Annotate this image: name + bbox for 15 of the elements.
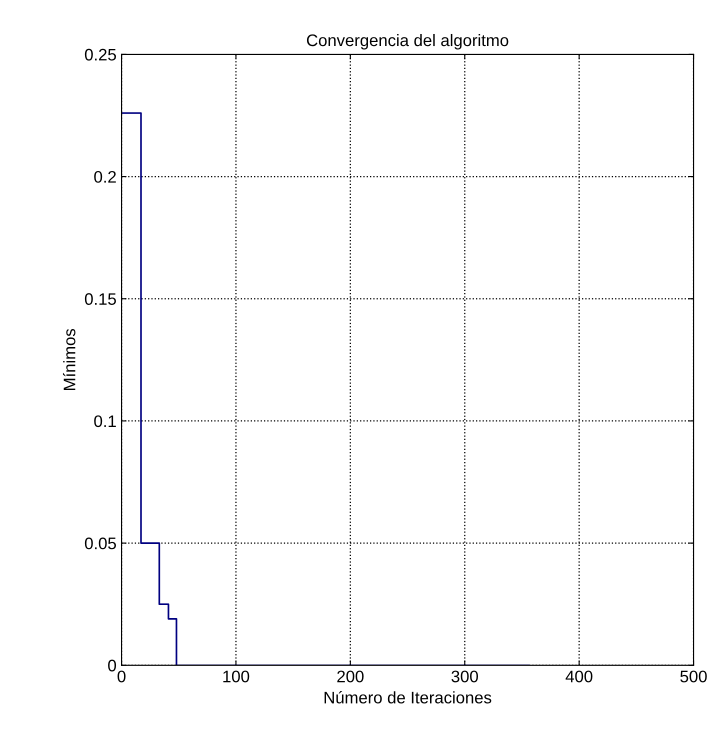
x-tick-label: 300 — [451, 670, 478, 682]
y-tick-label: 0.15 — [84, 293, 116, 305]
y-tick-label: 0.25 — [84, 48, 116, 61]
y-axis-title: Mínimos — [62, 328, 76, 390]
y-tick-label: 0 — [108, 660, 116, 672]
x-axis-title: Número de Iteraciones — [324, 691, 492, 704]
chart-title: Convergencia del algoritmo — [306, 34, 508, 50]
x-tick-label: 400 — [566, 670, 592, 682]
y-tick-label: 0.2 — [94, 170, 116, 183]
x-tick-label: 100 — [223, 670, 250, 682]
x-tick-label: 500 — [680, 670, 707, 682]
x-tick-label: 0 — [118, 670, 126, 682]
x-tick-label: 200 — [337, 670, 364, 682]
y-tick-label: 0.1 — [94, 415, 116, 428]
y-tick-label: 0.05 — [84, 538, 116, 550]
